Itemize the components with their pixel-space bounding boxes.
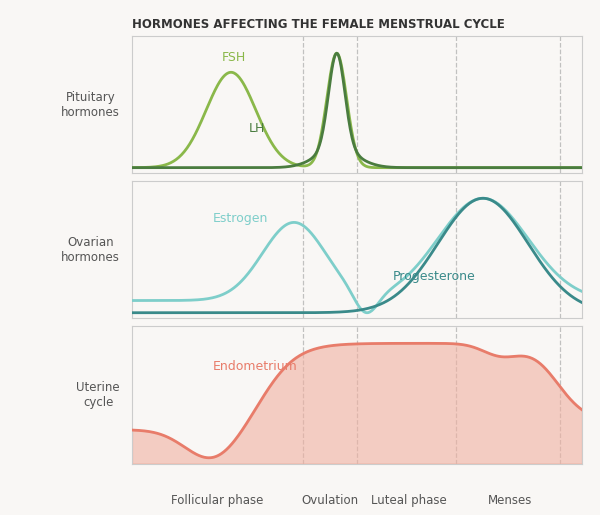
Text: Progesterone: Progesterone [393,270,476,283]
Text: FSH: FSH [222,51,246,64]
Text: Endometrium: Endometrium [213,360,298,373]
Text: Uterine
cycle: Uterine cycle [76,381,120,409]
Text: Estrogen: Estrogen [213,212,268,225]
Text: LH: LH [249,122,265,135]
Text: Ovarian
hormones: Ovarian hormones [61,236,120,264]
Text: Pituitary
hormones: Pituitary hormones [61,91,120,119]
Text: Luteal phase: Luteal phase [371,494,446,507]
Text: Menses: Menses [488,494,532,507]
Text: HORMONES AFFECTING THE FEMALE MENSTRUAL CYCLE: HORMONES AFFECTING THE FEMALE MENSTRUAL … [132,18,505,31]
Text: Ovulation: Ovulation [301,494,359,507]
Text: Follicular phase: Follicular phase [172,494,263,507]
